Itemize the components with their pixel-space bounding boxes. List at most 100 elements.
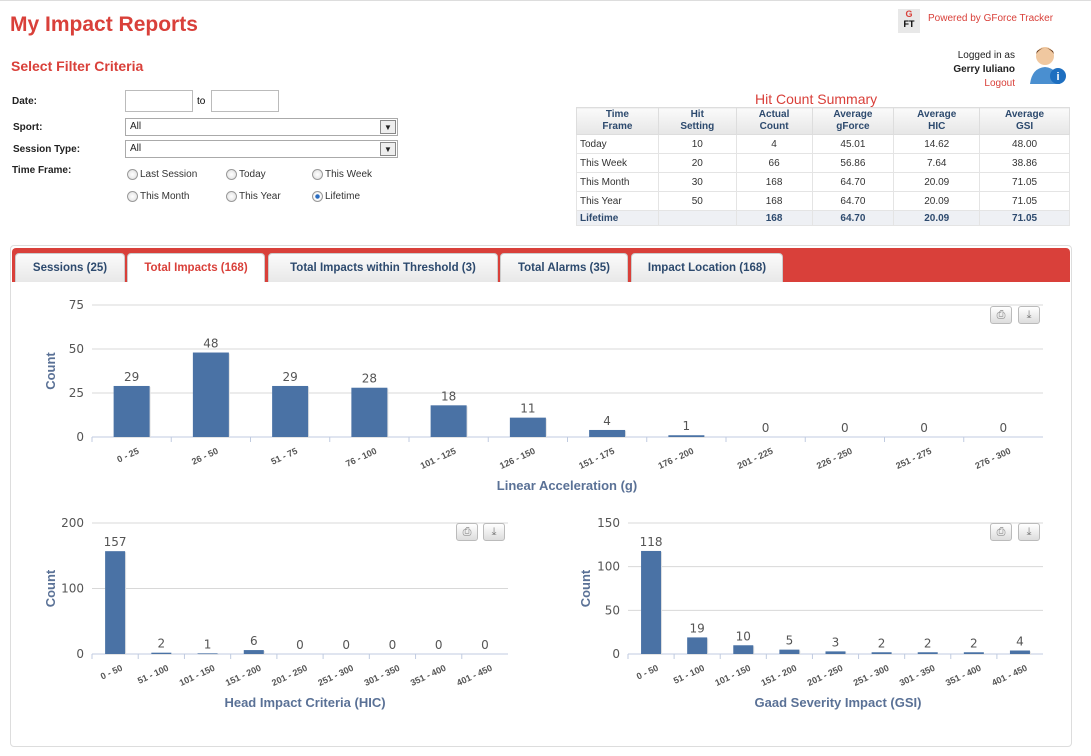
data-label: 0 — [481, 638, 489, 652]
radio-label: This Month — [140, 191, 190, 202]
data-label: 2 — [878, 636, 886, 650]
session-type-value: All — [130, 143, 142, 154]
time-frame-radio[interactable]: Last Session — [127, 169, 197, 180]
column-header: Average GSI — [979, 107, 1070, 135]
logged-in-label: Logged in as — [957, 50, 1015, 61]
download-button[interactable]: ⤓ — [1018, 306, 1040, 324]
summary-title: Hit Count Summary — [755, 91, 878, 107]
data-label: 0 — [1000, 421, 1008, 435]
time-frame-radio[interactable]: This Month — [127, 191, 189, 202]
x-tick-label: 251 - 300 — [316, 663, 355, 688]
report-panel — [10, 245, 1072, 747]
table-row: This Year 50 168 64.70 20.09 71.05 — [576, 191, 1070, 211]
table-row: This Month 30 168 64.70 20.09 71.05 — [576, 172, 1070, 192]
x-tick-label: 51 - 100 — [672, 663, 706, 686]
x-tick-label: 51 - 75 — [269, 446, 299, 467]
tab[interactable]: Total Impacts within Threshold (3) — [268, 253, 498, 282]
radio-icon[interactable] — [127, 169, 138, 180]
y-tick-label: 0 — [76, 430, 84, 444]
time-frame-radio[interactable]: Today — [226, 169, 266, 180]
radio-icon[interactable] — [226, 169, 237, 180]
radio-icon[interactable] — [312, 191, 323, 202]
data-label: 4 — [1016, 635, 1024, 649]
radio-icon[interactable] — [127, 191, 138, 202]
x-tick-label: 176 - 200 — [657, 446, 696, 471]
y-tick-label: 150 — [597, 516, 620, 530]
data-label: 6 — [250, 634, 258, 648]
tab[interactable]: Impact Location (168) — [631, 253, 783, 282]
data-label: 2 — [158, 637, 166, 651]
download-button[interactable]: ⤓ — [1018, 523, 1040, 541]
time-frame-radio[interactable]: This Year — [226, 191, 281, 202]
x-tick-label: 276 - 300 — [974, 446, 1013, 471]
time-frame-radio[interactable]: Lifetime — [312, 191, 360, 202]
radio-icon[interactable] — [312, 169, 323, 180]
x-tick-label: 201 - 250 — [270, 663, 309, 688]
bar-shadow — [964, 653, 985, 655]
y-tick-label: 100 — [61, 582, 84, 596]
tab[interactable]: Total Impacts (168) — [127, 253, 265, 282]
y-tick-label: 50 — [605, 603, 620, 617]
chevron-down-icon: ▼ — [380, 142, 396, 156]
time-frame-radio[interactable]: This Week — [312, 169, 372, 180]
table-cell: Lifetime — [576, 210, 659, 226]
session-type-select[interactable]: All ▼ — [125, 140, 398, 158]
x-tick-label: 51 - 100 — [136, 663, 170, 686]
radio-label: Lifetime — [325, 191, 361, 202]
y-axis-title: Count — [43, 569, 58, 607]
tab[interactable]: Total Alarms (35) — [500, 253, 628, 282]
data-label: 118 — [640, 535, 663, 549]
login-info: Logged in as Gerry Iuliano Logout — [953, 49, 1015, 91]
sport-select[interactable]: All ▼ — [125, 118, 398, 136]
x-tick-label: 201 - 250 — [806, 663, 845, 688]
hit-count-summary-table: Time Frame Hit Setting Actual Count Average gFo… — [576, 107, 1070, 226]
y-tick-label: 200 — [61, 516, 84, 530]
x-tick-label: 351 - 400 — [944, 663, 983, 688]
bar — [733, 645, 754, 654]
bar-shadow — [918, 653, 939, 655]
bar — [1009, 650, 1030, 654]
date-from-input[interactable] — [125, 90, 193, 112]
y-tick-label: 100 — [597, 560, 620, 574]
bar-shadow — [872, 653, 893, 655]
y-tick-label: 0 — [612, 647, 620, 661]
x-tick-label: 0 - 25 — [115, 446, 140, 465]
tab[interactable]: Sessions (25) — [15, 253, 125, 282]
bar — [871, 652, 892, 654]
date-to-input[interactable] — [211, 90, 279, 112]
x-tick-label: 151 - 200 — [224, 663, 263, 688]
x-tick-label: 401 - 450 — [990, 663, 1029, 688]
column-header: Actual Count — [735, 107, 813, 135]
x-axis-title: Linear Acceleration (g) — [497, 478, 637, 493]
x-tick-label: 0 - 50 — [99, 663, 124, 682]
data-label: 48 — [203, 337, 218, 351]
radio-icon[interactable] — [226, 191, 237, 202]
bar-shadow — [198, 654, 219, 655]
download-button[interactable]: ⤓ — [483, 523, 505, 541]
print-button[interactable]: ⎙ — [990, 523, 1012, 541]
x-tick-label: 251 - 275 — [894, 446, 933, 471]
bar — [272, 385, 309, 437]
x-tick-label: 101 - 125 — [419, 446, 458, 471]
bar — [687, 637, 708, 654]
data-label: 1 — [683, 419, 691, 433]
x-tick-label: 251 - 300 — [852, 663, 891, 688]
powered-by-link[interactable]: Powered by GForce Tracker — [928, 13, 1054, 24]
bar — [641, 550, 662, 654]
radio-label: This Week — [325, 169, 373, 180]
data-label: 5 — [786, 634, 794, 648]
data-label: 29 — [282, 370, 297, 384]
data-label: 4 — [603, 414, 611, 428]
x-tick-label: 126 - 150 — [498, 446, 537, 471]
data-label: 0 — [296, 638, 304, 652]
x-tick-label: 151 - 200 — [760, 663, 799, 688]
x-tick-label: 301 - 350 — [898, 663, 937, 688]
data-label: 0 — [435, 638, 443, 652]
filter-title: Select Filter Criteria — [11, 58, 144, 74]
x-tick-label: 151 - 175 — [577, 446, 616, 471]
logout-link[interactable]: Logout — [984, 78, 1015, 89]
bar — [825, 651, 846, 654]
print-button[interactable]: ⎙ — [990, 306, 1012, 324]
print-button[interactable]: ⎙ — [456, 523, 478, 541]
